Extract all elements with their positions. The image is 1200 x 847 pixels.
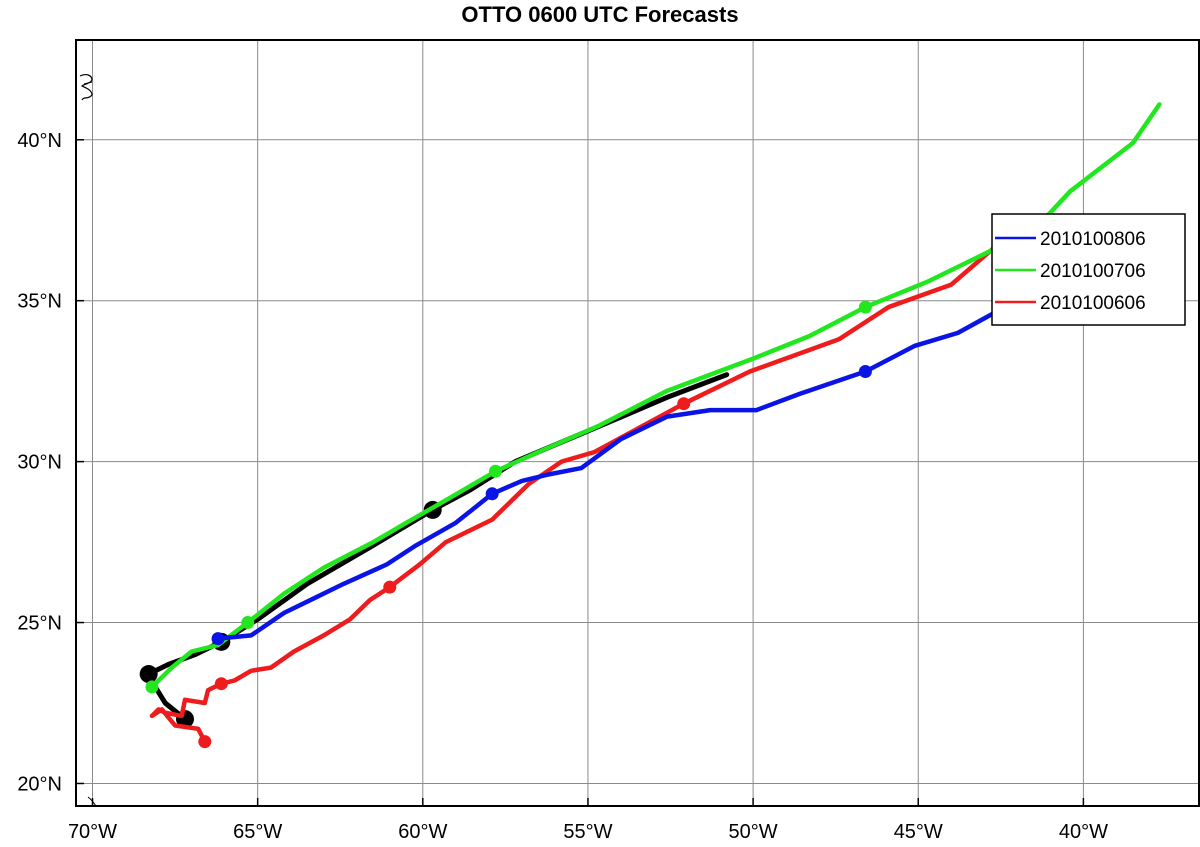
forecast-marker-2010100606	[383, 580, 397, 594]
coastline-fragment	[83, 81, 93, 85]
y-axis-ticks: 20°N 25°N 30°N 35°N 40°N	[17, 130, 84, 795]
forecast-marker-2010100806	[211, 632, 225, 646]
y-tick-label: 40°N	[17, 130, 62, 152]
x-tick-label: 40°W	[1059, 821, 1108, 843]
x-tick-label: 45°W	[894, 821, 943, 843]
x-tick-label: 60°W	[398, 821, 447, 843]
forecast-line-2010100706	[149, 102, 1162, 690]
coastline-outline	[79, 74, 97, 807]
forecast-marker-2010100606	[198, 735, 212, 749]
x-tick-label: 55°W	[563, 821, 612, 843]
forecast-line-2010100806	[215, 259, 1162, 641]
x-axis-ticks: 70°W 65°W 60°W 55°W 50°W 45°W 40°W	[68, 798, 1108, 843]
y-tick-label: 25°N	[17, 613, 62, 635]
y-tick-label: 30°N	[17, 452, 62, 474]
forecast-marker-2010100806	[485, 487, 499, 501]
coastline-fragment	[79, 74, 93, 101]
x-tick-label: 65°W	[233, 821, 282, 843]
forecast-marker-2010100806	[858, 365, 872, 379]
forecast-tracks	[139, 102, 1162, 749]
forecast-line-2010100606	[149, 234, 1010, 744]
y-tick-label: 35°N	[17, 291, 62, 313]
legend-label-2010100806: 2010100806	[1040, 229, 1146, 250]
forecast-marker-2010100706	[488, 464, 502, 478]
best-track-marker	[139, 665, 158, 684]
forecast-marker-2010100706	[145, 680, 159, 694]
forecast-marker-2010100706	[241, 616, 255, 630]
legend-label-2010100606: 2010100606	[1040, 293, 1146, 314]
legend: 2010100806 2010100706 2010100606	[991, 213, 1186, 326]
plot-frame	[75, 39, 1200, 807]
forecast-marker-2010100706	[858, 300, 872, 314]
x-tick-label: 70°W	[68, 821, 117, 843]
legend-label-2010100706: 2010100706	[1040, 261, 1146, 282]
grid-lines	[76, 40, 1199, 806]
forecast-marker-2010100606	[677, 397, 691, 411]
forecast-marker-2010100606	[214, 677, 228, 691]
chart-title: OTTO 0600 UTC Forecasts	[461, 2, 739, 27]
x-tick-label: 50°W	[729, 821, 778, 843]
y-tick-label: 20°N	[17, 773, 62, 795]
